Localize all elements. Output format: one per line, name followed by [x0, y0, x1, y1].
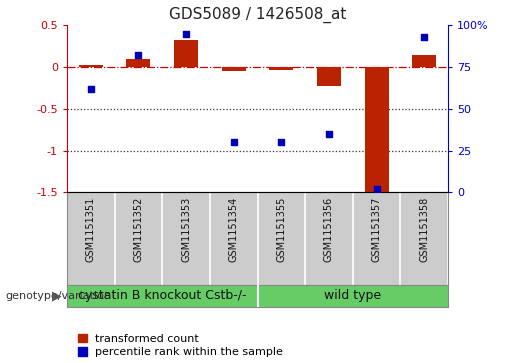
Point	[325, 131, 333, 137]
Text: GSM1151358: GSM1151358	[419, 197, 429, 262]
Point	[230, 139, 238, 145]
Bar	[222, 67, 246, 71]
Bar	[79, 65, 102, 67]
Bar	[269, 67, 293, 70]
Text: ▶: ▶	[52, 289, 61, 302]
Text: GSM1151356: GSM1151356	[324, 197, 334, 262]
Text: cystatin B knockout Cstb-/-: cystatin B knockout Cstb-/-	[78, 289, 247, 302]
Text: GSM1151357: GSM1151357	[372, 197, 382, 262]
Point	[87, 86, 95, 92]
Text: wild type: wild type	[324, 289, 381, 302]
Text: GSM1151354: GSM1151354	[229, 197, 238, 262]
Point	[420, 34, 428, 40]
Point	[277, 139, 285, 145]
Bar	[174, 40, 198, 67]
Title: GDS5089 / 1426508_at: GDS5089 / 1426508_at	[169, 7, 346, 23]
Text: GSM1151352: GSM1151352	[133, 197, 143, 262]
Text: GSM1151351: GSM1151351	[86, 197, 96, 262]
Legend: transformed count, percentile rank within the sample: transformed count, percentile rank withi…	[78, 334, 283, 358]
Bar	[413, 54, 436, 67]
Point	[372, 186, 381, 192]
Bar	[127, 59, 150, 67]
Text: GSM1151353: GSM1151353	[181, 197, 191, 262]
Text: GSM1151355: GSM1151355	[277, 197, 286, 262]
Point	[134, 53, 143, 58]
Bar	[365, 67, 388, 197]
Bar	[317, 67, 341, 86]
Text: genotype/variation: genotype/variation	[5, 291, 111, 301]
Point	[182, 31, 190, 37]
